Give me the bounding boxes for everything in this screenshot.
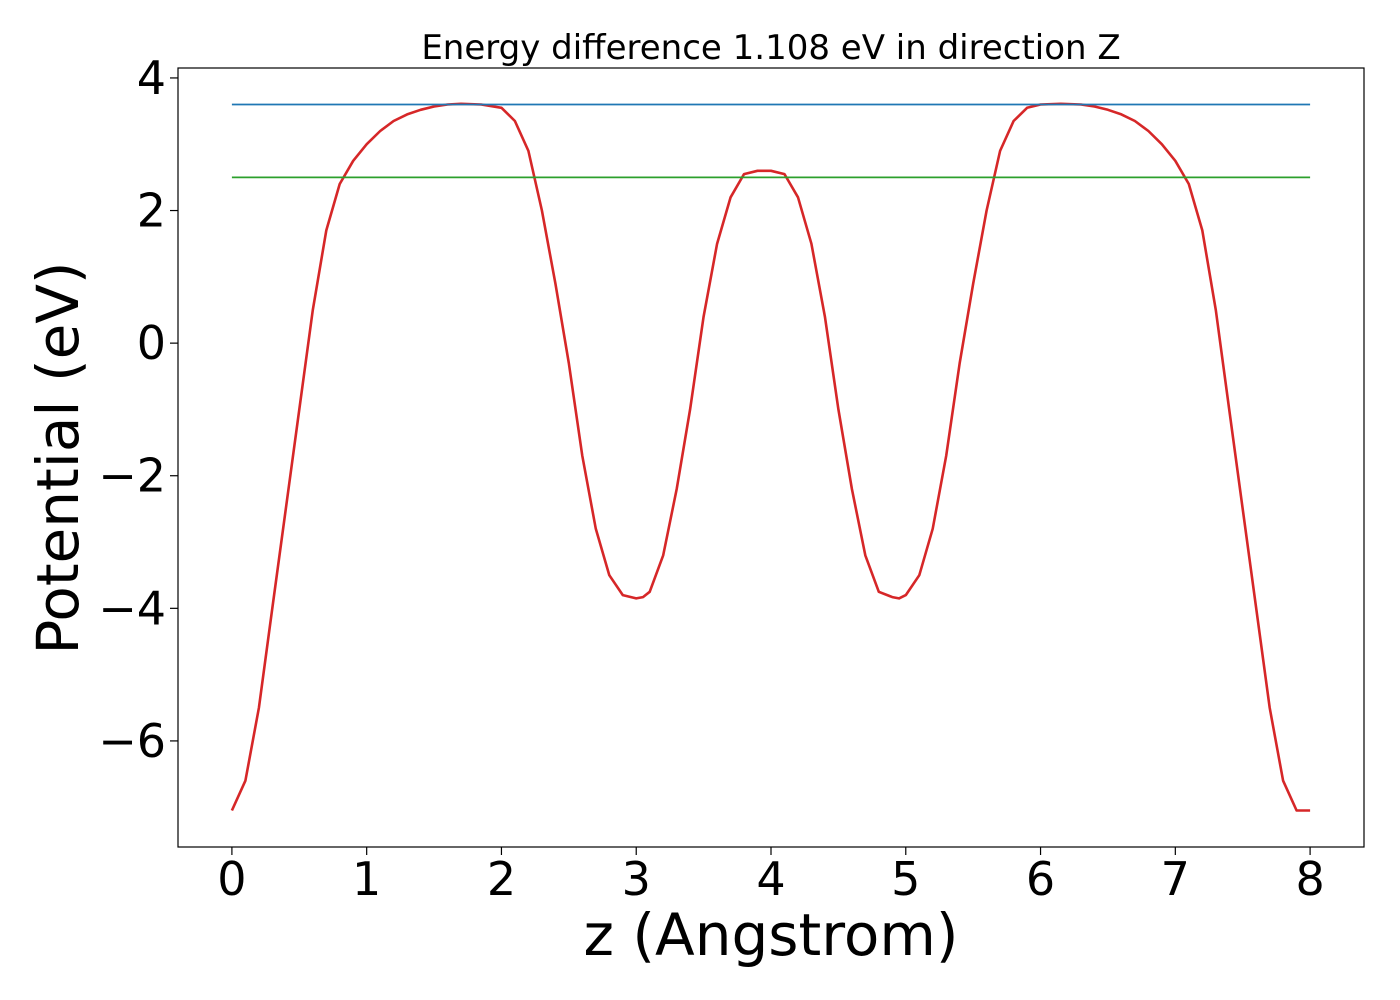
x-tick-label: 5 <box>891 852 920 906</box>
x-tick-label: 0 <box>217 852 246 906</box>
y-tick-label: −4 <box>98 581 166 635</box>
x-tick-label: 6 <box>1026 852 1055 906</box>
chart-title: Energy difference 1.108 eV in direction … <box>421 28 1120 68</box>
x-tick-label: 3 <box>622 852 651 906</box>
y-tick-label: 4 <box>137 51 166 105</box>
x-tick-label: 2 <box>487 852 516 906</box>
x-tick-label: 1 <box>352 852 381 906</box>
y-tick-label: 0 <box>137 316 166 370</box>
y-axis-ticks: −6 −4 −2 0 2 4 <box>98 51 178 768</box>
series-layer <box>230 102 1311 812</box>
x-axis-label: z (Angstrom) <box>584 901 959 969</box>
series-line-0 <box>230 102 1311 812</box>
y-tick-label: −6 <box>98 714 166 768</box>
x-tick-label: 4 <box>756 852 785 906</box>
y-tick-label: −2 <box>98 449 166 503</box>
y-axis-label: Potential (eV) <box>24 261 92 654</box>
y-tick-label: 2 <box>137 184 166 238</box>
x-tick-label: 7 <box>1161 852 1190 906</box>
plot-frame <box>177 67 1365 848</box>
x-tick-label: 8 <box>1295 852 1324 906</box>
x-axis-ticks: 0 1 2 3 4 5 6 7 8 <box>217 847 1325 906</box>
